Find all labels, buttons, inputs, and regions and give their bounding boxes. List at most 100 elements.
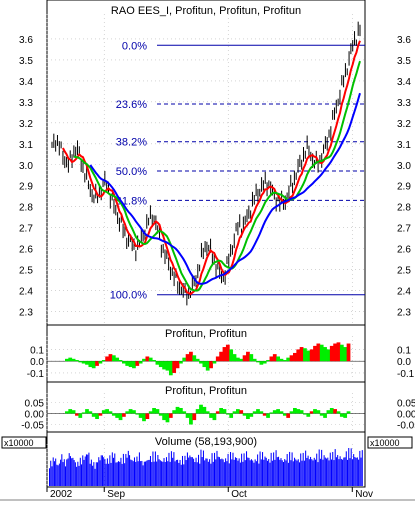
oscillator-2-bar: [152, 408, 156, 414]
volume-bar: [305, 450, 307, 486]
volume-bar: [330, 459, 333, 486]
volume-bar: [223, 462, 225, 486]
volume-bar: [231, 459, 233, 486]
volume-bar: [222, 459, 224, 486]
volume-bar: [312, 460, 314, 486]
oscillator-1-bar: [276, 356, 280, 362]
volume-bar: [289, 451, 291, 486]
volume-bar: [323, 455, 325, 486]
oscillator-2-bar: [319, 413, 324, 416]
oscillator-1-ytick-right: -0.1: [397, 369, 415, 380]
oscillator-2-bar: [242, 413, 247, 416]
oscillator-2-bar: [172, 410, 177, 414]
oscillator-1-ytick-left: 0.0: [30, 357, 44, 368]
volume-bar: [49, 468, 51, 486]
oscillator-1-bar: [242, 355, 247, 362]
volume-bar: [287, 462, 289, 486]
oscillator-1-bar: [165, 361, 170, 371]
volume-bar: [127, 450, 129, 486]
oscillator-1-bar: [138, 361, 143, 364]
volume-bar: [234, 457, 236, 486]
moving-average-line: [73, 60, 361, 292]
oscillator-1-bar: [256, 361, 260, 363]
oscillator-1-bar: [98, 361, 103, 364]
volume-bar: [138, 452, 140, 486]
price-ytick-right: 3.2: [397, 119, 411, 130]
oscillator-1-bar: [88, 361, 93, 368]
volume-bar: [161, 461, 163, 486]
oscillator-1-bar: [185, 354, 190, 362]
oscillator-2-bar: [165, 413, 170, 423]
oscillator-1-bar: [319, 344, 324, 362]
oscillator-1-bar: [316, 343, 321, 362]
volume-bar: [185, 460, 187, 486]
volume-bar: [163, 458, 165, 486]
volume-bar: [197, 454, 200, 486]
volume-bar: [66, 459, 68, 486]
oscillator-2-ytick-left: 0.05: [25, 399, 45, 410]
volume-bar: [311, 459, 313, 486]
price-ytick-left: 3.4: [19, 77, 33, 88]
oscillator-2-layer: [47, 404, 365, 425]
oscillator-2-bar: [269, 412, 274, 414]
volume-bar: [78, 465, 80, 486]
oscillator-2-bar: [122, 413, 126, 417]
x-tick-label: Sep: [107, 489, 125, 500]
price-ytick-right: 2.4: [397, 287, 411, 298]
volume-bar: [73, 460, 75, 486]
volume-bar: [148, 459, 150, 486]
volume-bar: [95, 462, 97, 486]
oscillator-1-bar: [286, 357, 291, 362]
oscillator-1-bar: [152, 360, 156, 362]
oscillator-1-bar: [175, 361, 180, 369]
volume-bar: [303, 460, 305, 486]
volume-bar: [65, 466, 67, 486]
oscillator-1-bar: [182, 357, 187, 362]
volume-bar: [88, 452, 90, 486]
volume-bar: [56, 464, 58, 486]
volume-bar: [87, 454, 89, 486]
volume-bar: [247, 457, 249, 486]
volume-bar: [353, 454, 355, 486]
volume-bar: [225, 458, 227, 486]
volume-bar: [69, 456, 71, 486]
volume-bar: [355, 457, 357, 486]
volume-bar: [111, 452, 113, 486]
oscillator-2-bar: [209, 413, 213, 418]
volume-bar: [359, 450, 361, 486]
oscillator-1-bar: [262, 361, 267, 364]
volume-bar: [117, 461, 119, 486]
oscillator-1-bar: [108, 354, 113, 362]
oscillator-2-bar: [232, 411, 237, 414]
volume-bar: [214, 452, 216, 486]
oscillator-1-bar: [75, 360, 79, 362]
price-ytick-left: 2.8: [19, 203, 33, 214]
volume-bar: [226, 461, 228, 486]
price-ytick-left: 2.3: [19, 308, 33, 319]
volume-bar: [82, 455, 84, 486]
volume-bar: [265, 457, 267, 486]
oscillator-2-bar: [105, 409, 109, 414]
volume-bar: [301, 460, 303, 486]
price-ytick-right: 3.4: [397, 77, 411, 88]
oscillator-2-ytick-right: 0.05: [397, 399, 415, 410]
volume-bar: [346, 459, 349, 486]
oscillator-1-bar: [306, 350, 311, 362]
volume-bar: [57, 465, 59, 486]
oscillator-2-bar: [289, 411, 294, 414]
volume-bar: [83, 459, 85, 486]
oscillator-1-bar: [179, 361, 183, 364]
volume-bar: [164, 461, 166, 486]
volume-bar: [162, 461, 164, 486]
volume-bar: [196, 462, 198, 486]
oscillator-1-bar: [236, 357, 240, 362]
volume-bar: [151, 462, 153, 486]
volume-bar: [189, 455, 191, 486]
oscillator-1-bar: [232, 354, 237, 362]
oscillator-1-ytick-right: 0.1: [397, 345, 411, 356]
oscillator-1-bar: [209, 361, 213, 369]
volume-bar: [316, 453, 318, 486]
volume-bar: [217, 456, 219, 486]
volume-bar: [157, 454, 159, 486]
volume-bar: [318, 449, 320, 486]
